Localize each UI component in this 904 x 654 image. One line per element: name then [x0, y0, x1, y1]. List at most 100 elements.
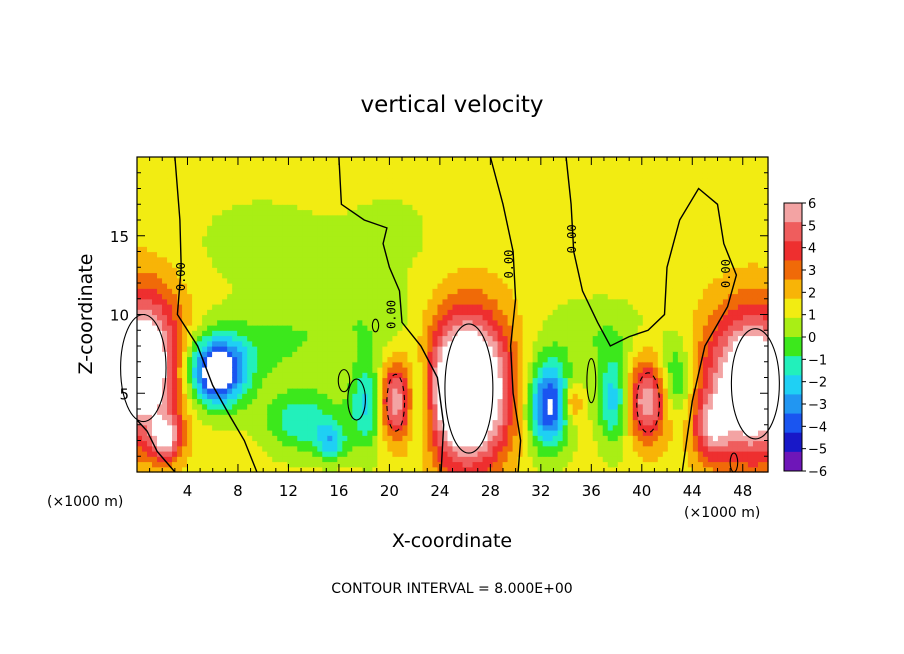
heatmap-cell	[152, 204, 158, 211]
heatmap-cell	[382, 214, 388, 221]
heatmap-cell	[187, 466, 193, 473]
heatmap-cell	[442, 230, 449, 237]
heatmap-cell	[197, 251, 203, 258]
heatmap-cell	[392, 430, 399, 436]
heatmap-cell	[527, 304, 534, 310]
heatmap-cell	[487, 277, 494, 284]
heatmap-cell	[522, 241, 529, 247]
heatmap-cell	[477, 188, 484, 195]
heatmap-cell	[187, 220, 193, 226]
heatmap-cell	[542, 256, 549, 263]
heatmap-cell	[142, 183, 148, 190]
heatmap-cell	[247, 388, 253, 394]
heatmap-cell	[457, 293, 464, 300]
heatmap-cell	[477, 220, 484, 226]
heatmap-cell	[207, 361, 213, 368]
heatmap-cell	[172, 314, 178, 321]
heatmap-cell	[482, 314, 489, 321]
heatmap-cell	[157, 225, 163, 232]
heatmap-cell	[337, 461, 343, 468]
heatmap-cell	[382, 209, 388, 216]
heatmap-cell	[437, 298, 444, 305]
heatmap-cell	[432, 372, 439, 379]
heatmap-cell	[327, 293, 333, 300]
heatmap-cell	[172, 377, 178, 384]
heatmap-cell	[472, 193, 479, 200]
heatmap-cell	[382, 351, 388, 358]
heatmap-cell	[182, 403, 188, 410]
heatmap-cell	[492, 319, 499, 326]
heatmap-cell	[137, 367, 143, 373]
heatmap-cell	[232, 162, 238, 169]
heatmap-cell	[372, 340, 378, 347]
heatmap-cell	[312, 346, 318, 352]
heatmap-cell	[162, 309, 168, 316]
heatmap-cell	[537, 377, 544, 384]
heatmap-cell	[277, 361, 283, 368]
heatmap-cell	[467, 230, 474, 237]
heatmap-cell	[422, 283, 429, 289]
heatmap-cell	[227, 330, 233, 337]
heatmap-cell	[192, 172, 198, 179]
heatmap-cell	[492, 398, 499, 405]
heatmap-cell	[222, 183, 228, 190]
heatmap-cell	[317, 304, 323, 310]
heatmap-cell	[372, 298, 378, 305]
heatmap-cell	[482, 356, 489, 363]
heatmap-cell	[427, 277, 434, 284]
heatmap-cell	[157, 319, 163, 326]
heatmap-cell	[432, 178, 439, 184]
heatmap-cell	[272, 435, 278, 442]
heatmap-cell	[177, 178, 183, 184]
heatmap-cell	[282, 199, 288, 205]
heatmap-cell	[342, 372, 348, 379]
heatmap-cell	[422, 162, 429, 169]
heatmap-cell	[262, 262, 268, 268]
heatmap-cell	[142, 346, 148, 352]
heatmap-cell	[177, 167, 183, 174]
heatmap-cell	[142, 157, 148, 163]
heatmap-cell	[517, 367, 524, 373]
heatmap-cell	[172, 435, 178, 442]
heatmap-cell	[327, 193, 333, 200]
heatmap-cell	[247, 293, 253, 300]
heatmap-cell	[262, 430, 268, 436]
heatmap-cell	[467, 199, 474, 205]
heatmap-cell	[207, 199, 213, 205]
heatmap-cell	[257, 162, 263, 169]
heatmap-cell	[522, 335, 529, 342]
heatmap-cell	[302, 445, 308, 452]
heatmap-cell	[377, 256, 383, 263]
heatmap-cell	[497, 272, 504, 279]
heatmap-cell	[507, 230, 514, 237]
heatmap-cell	[177, 440, 183, 447]
heatmap-cell	[432, 346, 439, 352]
heatmap-cell	[367, 393, 373, 400]
heatmap-cell	[287, 167, 293, 174]
heatmap-cell	[212, 183, 218, 190]
heatmap-cell	[477, 430, 484, 436]
heatmap-cell	[247, 440, 253, 447]
heatmap-cell	[417, 346, 424, 352]
heatmap-cell	[337, 398, 343, 405]
heatmap-cell	[392, 162, 399, 169]
heatmap-cell	[167, 393, 173, 400]
heatmap-cell	[372, 288, 378, 295]
heatmap-cell	[547, 283, 554, 289]
heatmap-cell	[372, 430, 378, 436]
heatmap-cell	[537, 288, 544, 295]
heatmap-cell	[362, 335, 368, 342]
heatmap-cell	[442, 419, 449, 426]
heatmap-cell	[352, 456, 358, 463]
heatmap-cell	[492, 372, 499, 379]
heatmap-cell	[512, 314, 519, 321]
heatmap-cell	[237, 220, 243, 226]
heatmap-cell	[552, 414, 559, 421]
heatmap-cell	[532, 230, 539, 237]
heatmap-cell	[172, 335, 178, 342]
heatmap-cell	[412, 398, 419, 405]
heatmap-cell	[147, 172, 153, 179]
heatmap-cell	[377, 356, 383, 363]
heatmap-cell	[297, 267, 303, 274]
heatmap-cell	[317, 241, 323, 247]
